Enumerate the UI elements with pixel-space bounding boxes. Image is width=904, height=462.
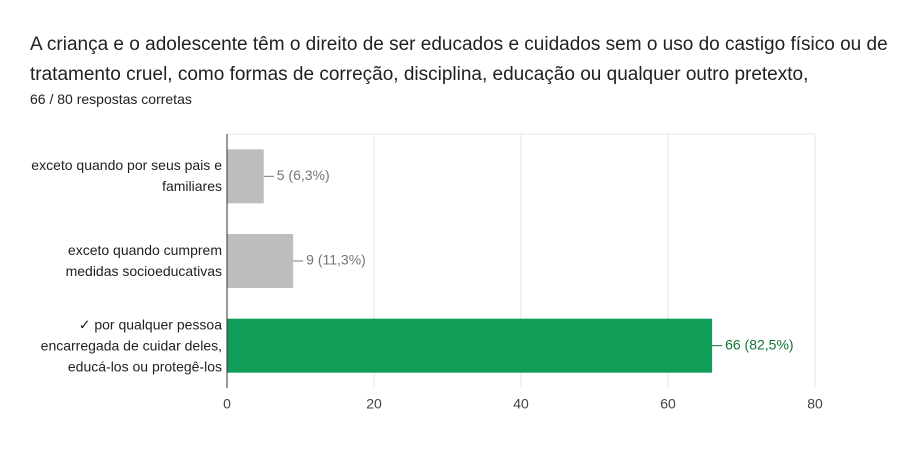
value-label: 5 (6,3%) [277, 167, 330, 183]
x-tick-label: 60 [660, 396, 676, 412]
y-tick-label: ✓ por qualquer pessoa encarregada de cui… [40, 316, 222, 375]
value-label: 66 (82,5%) [725, 336, 793, 352]
y-tick-label: exceto quando por seus pais e familiares [31, 157, 222, 195]
x-tick-label: 80 [807, 396, 823, 412]
x-tick-label: 40 [513, 396, 529, 412]
x-tick-label: 0 [223, 396, 231, 412]
x-tick-label: 20 [366, 396, 382, 412]
bar [227, 318, 713, 373]
chart-title: A criança e o adolescente têm o direito … [30, 34, 888, 85]
bar [227, 149, 264, 204]
value-label: 9 (11,3%) [306, 252, 366, 268]
y-tick-label: exceto quando cumprem medidas socioeduca… [65, 242, 222, 279]
chart-subtitle: 66 / 80 respostas corretas [30, 91, 192, 107]
bar [227, 234, 294, 288]
